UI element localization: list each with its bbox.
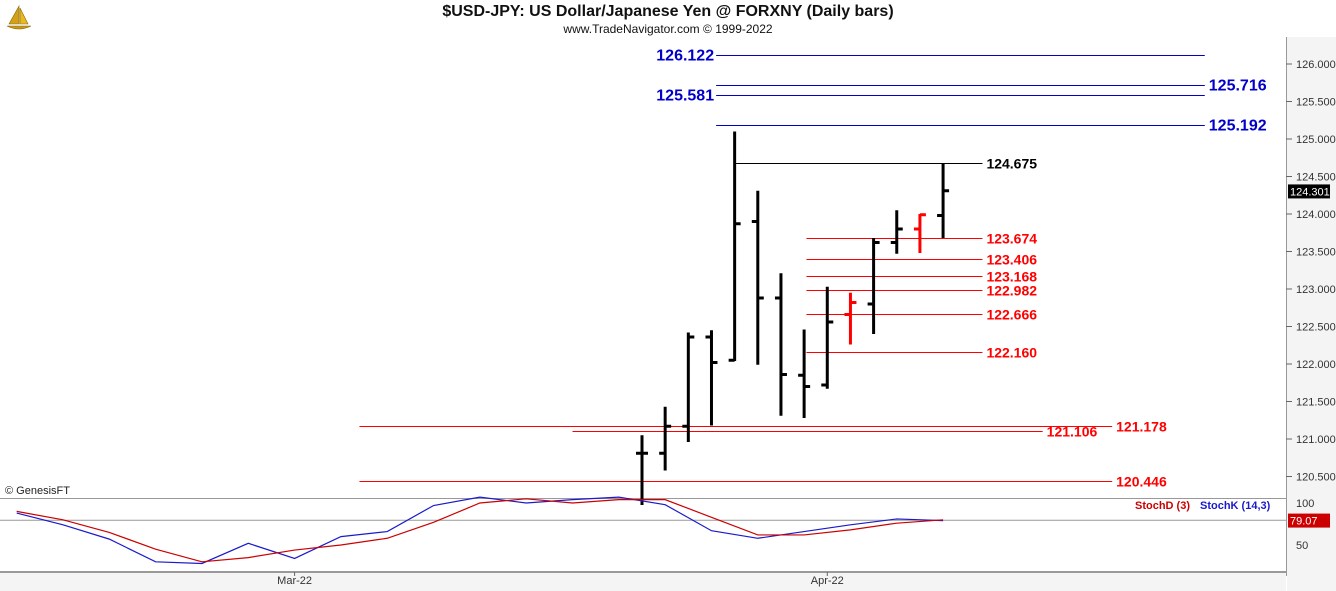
- level-label: 126.122: [656, 48, 714, 65]
- level-label: 123.674: [986, 231, 1037, 247]
- axis-background: [1287, 37, 1336, 591]
- chart-subtitle: www.TradeNavigator.com © 1999-2022: [563, 22, 773, 36]
- last-price-box: [1288, 184, 1330, 199]
- level-label: 122.982: [986, 283, 1037, 299]
- level-label: 122.666: [986, 307, 1037, 323]
- ohlc-bar: [844, 292, 857, 345]
- price-tick-label: 125.500: [1296, 97, 1336, 109]
- ohlc-bars: [636, 131, 950, 505]
- stoch-last-label: 79.07: [1290, 516, 1318, 528]
- sailboat-logo-icon: [6, 4, 32, 30]
- stochastic-panel: 100 50 StochD (3) StochK (14,3) 79.07: [0, 496, 1330, 565]
- price-tick-label: 122.000: [1296, 359, 1336, 371]
- price-tick-label: 121.500: [1296, 397, 1336, 409]
- level-label: 123.406: [986, 252, 1037, 268]
- level-label: 125.581: [656, 88, 714, 105]
- date-axis: Mar-22 Apr-22: [277, 572, 844, 587]
- level-label: 124.675: [986, 156, 1037, 172]
- date-tick-label: Mar-22: [277, 575, 312, 587]
- stoch-line-d: [16, 498, 944, 563]
- ohlc-bar: [890, 210, 903, 254]
- ohlc-bar: [821, 286, 834, 389]
- price-axis: 126.000 125.500 125.000 124.500 124.000 123.5…: [1286, 59, 1336, 484]
- ohlc-bar: [937, 163, 950, 238]
- level-label: 125.716: [1209, 78, 1267, 95]
- ohlc-bar: [682, 332, 695, 442]
- ohlc-bar: [798, 329, 811, 418]
- stoch-tick-label: 100: [1296, 498, 1314, 510]
- level-label: 122.160: [986, 345, 1037, 361]
- ohlc-bar: [659, 406, 672, 471]
- last-price-label: 124.301: [1290, 186, 1330, 198]
- level-label: 120.446: [1116, 474, 1167, 490]
- stoch-line-k: [16, 496, 944, 565]
- price-tick-label: 122.500: [1296, 322, 1336, 334]
- ohlc-bar: [705, 330, 718, 426]
- chart-frame: [0, 37, 1336, 591]
- price-tick-label: 125.000: [1296, 134, 1336, 146]
- ohlc-bar: [913, 213, 926, 253]
- copyright-label: © GenesisFT: [5, 485, 70, 497]
- date-tick-label: Apr-22: [811, 575, 844, 587]
- price-levels: 126.122 125.716 125.581 125.192 124.675 123.6…: [359, 48, 1267, 490]
- stoch-tick-label: 50: [1296, 540, 1308, 552]
- ohlc-bar: [751, 190, 764, 365]
- price-tick-label: 123.500: [1296, 247, 1336, 259]
- price-tick-label: 126.000: [1296, 59, 1336, 71]
- level-label: 125.192: [1209, 118, 1267, 135]
- price-tick-label: 123.000: [1296, 284, 1336, 296]
- chart-header: $USD-JPY: US Dollar/Japanese Yen @ FORXN…: [0, 0, 1336, 37]
- price-tick-label: 121.000: [1296, 434, 1336, 446]
- stoch-last-box: [1288, 513, 1330, 528]
- price-tick-label: 124.500: [1296, 172, 1336, 184]
- chart-title: $USD-JPY: US Dollar/Japanese Yen @ FORXN…: [442, 3, 894, 20]
- level-label: 121.178: [1116, 419, 1167, 435]
- ohlc-bar: [867, 238, 880, 334]
- level-label: 121.106: [1047, 424, 1098, 440]
- ohlc-bar: [728, 131, 741, 362]
- ohlc-bar: [636, 435, 648, 505]
- stoch-d-legend: StochD (3): [1135, 500, 1190, 512]
- ohlc-bar: [774, 273, 787, 416]
- level-label: 123.168: [986, 269, 1037, 285]
- price-tick-label: 124.000: [1296, 209, 1336, 221]
- stoch-k-legend: StochK (14,3): [1200, 500, 1271, 512]
- price-tick-label: 120.500: [1296, 472, 1336, 484]
- date-axis-background: [0, 572, 1286, 591]
